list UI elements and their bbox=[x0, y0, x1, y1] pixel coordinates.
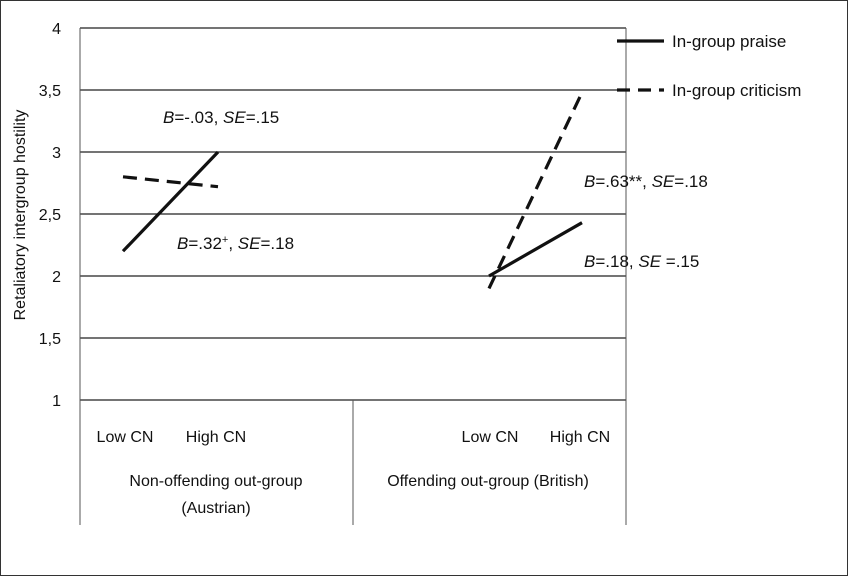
group-label-line2: (Austrian) bbox=[181, 500, 250, 517]
annotation-run: SE bbox=[638, 252, 661, 271]
slope-annotation: B=.18, SE =.15 bbox=[584, 252, 699, 271]
annotation-run: =.18, bbox=[595, 252, 638, 271]
y-axis-label: Retaliatory intergroup hostility bbox=[12, 110, 29, 321]
annotation-run: SE bbox=[238, 234, 261, 253]
annotation-run: B bbox=[177, 234, 188, 253]
category-label: High CN bbox=[186, 429, 246, 446]
slope-annotation: B=.32+, SE=.18 bbox=[177, 234, 294, 253]
y-tick-label: 3,5 bbox=[39, 83, 61, 100]
criticism-line bbox=[487, 91, 584, 290]
annotation-run: B bbox=[584, 172, 595, 191]
legend-label: In-group praise bbox=[672, 32, 786, 51]
y-tick-label: 1 bbox=[52, 393, 61, 410]
category-label: Low CN bbox=[462, 429, 519, 446]
annotation-run: SE bbox=[652, 172, 675, 191]
annotation-run: =.18 bbox=[674, 172, 708, 191]
legend-label: In-group criticism bbox=[672, 81, 801, 100]
y-tick-label: 3 bbox=[52, 145, 61, 162]
category-label: High CN bbox=[550, 429, 610, 446]
legend: In-group praise In-group criticism bbox=[617, 32, 801, 100]
group-label: Non-offending out-group bbox=[129, 473, 302, 490]
y-tick-label: 1,5 bbox=[39, 331, 61, 348]
plot-frame bbox=[79, 28, 627, 525]
annotation-run: SE bbox=[223, 108, 246, 127]
annotation-run: B bbox=[163, 108, 174, 127]
y-tick-labels: 1 1,5 2 2,5 3 3,5 4 bbox=[39, 21, 61, 410]
annotation-run: =.63**, bbox=[595, 172, 651, 191]
group-label: Offending out-group (British) bbox=[387, 473, 589, 490]
y-tick-label: 2,5 bbox=[39, 207, 61, 224]
praise-line bbox=[488, 221, 583, 278]
annotation-run: + bbox=[222, 234, 228, 246]
gridlines bbox=[80, 27, 626, 401]
annotation-run: =.15 bbox=[661, 252, 699, 271]
y-tick-label: 2 bbox=[52, 269, 61, 286]
slope-annotations: B=-.03, SE=.15B=.32+, SE=.18B=.63**, SE=… bbox=[163, 108, 708, 271]
slope-annotation: B=.63**, SE=.18 bbox=[584, 172, 708, 191]
annotation-run: =-.03, bbox=[174, 108, 223, 127]
slope-annotation: B=-.03, SE=.15 bbox=[163, 108, 279, 127]
y-tick-label: 4 bbox=[52, 21, 61, 38]
category-label: Low CN bbox=[97, 429, 154, 446]
series-lines bbox=[121, 91, 584, 290]
annotation-run: =.15 bbox=[246, 108, 280, 127]
criticism-line bbox=[122, 175, 219, 189]
annotation-run: =.32 bbox=[188, 234, 222, 253]
annotation-run: =.18 bbox=[260, 234, 294, 253]
category-labels: Low CN High CN Non-offending out-group (Aus… bbox=[97, 429, 611, 517]
annotation-run: , bbox=[228, 234, 237, 253]
praise-line bbox=[121, 150, 220, 253]
annotation-run: B bbox=[584, 252, 595, 271]
